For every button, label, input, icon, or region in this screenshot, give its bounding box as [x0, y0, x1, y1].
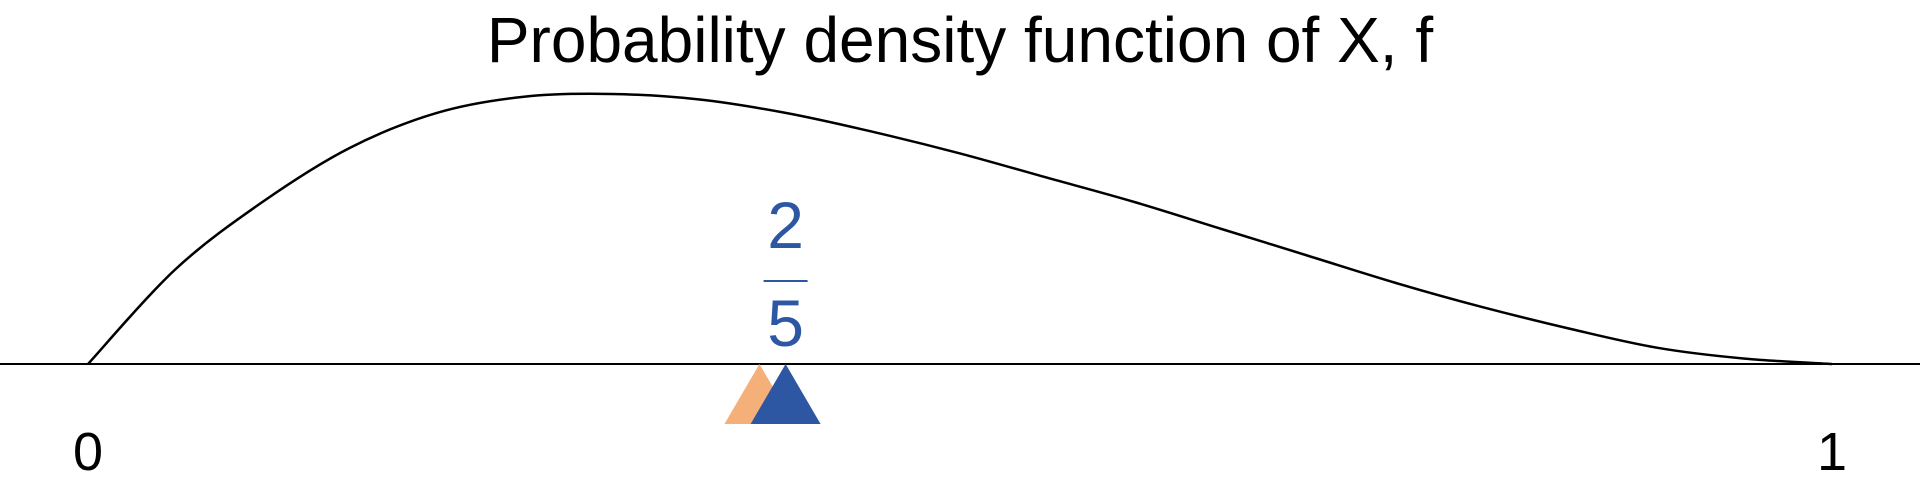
triangle-marker	[750, 364, 821, 424]
fraction-denominator: 5	[767, 286, 804, 360]
marker-layer	[724, 364, 821, 424]
chart-title: Probability density function of X, f	[487, 4, 1434, 76]
fraction-numerator: 2	[767, 188, 804, 262]
x-tick-label: 1	[1817, 422, 1847, 480]
density-curve	[87, 92, 1833, 366]
density-curve-layer	[87, 92, 1833, 366]
annotation-fraction: 2 5	[763, 188, 808, 360]
x-tick-label: 0	[73, 422, 103, 480]
